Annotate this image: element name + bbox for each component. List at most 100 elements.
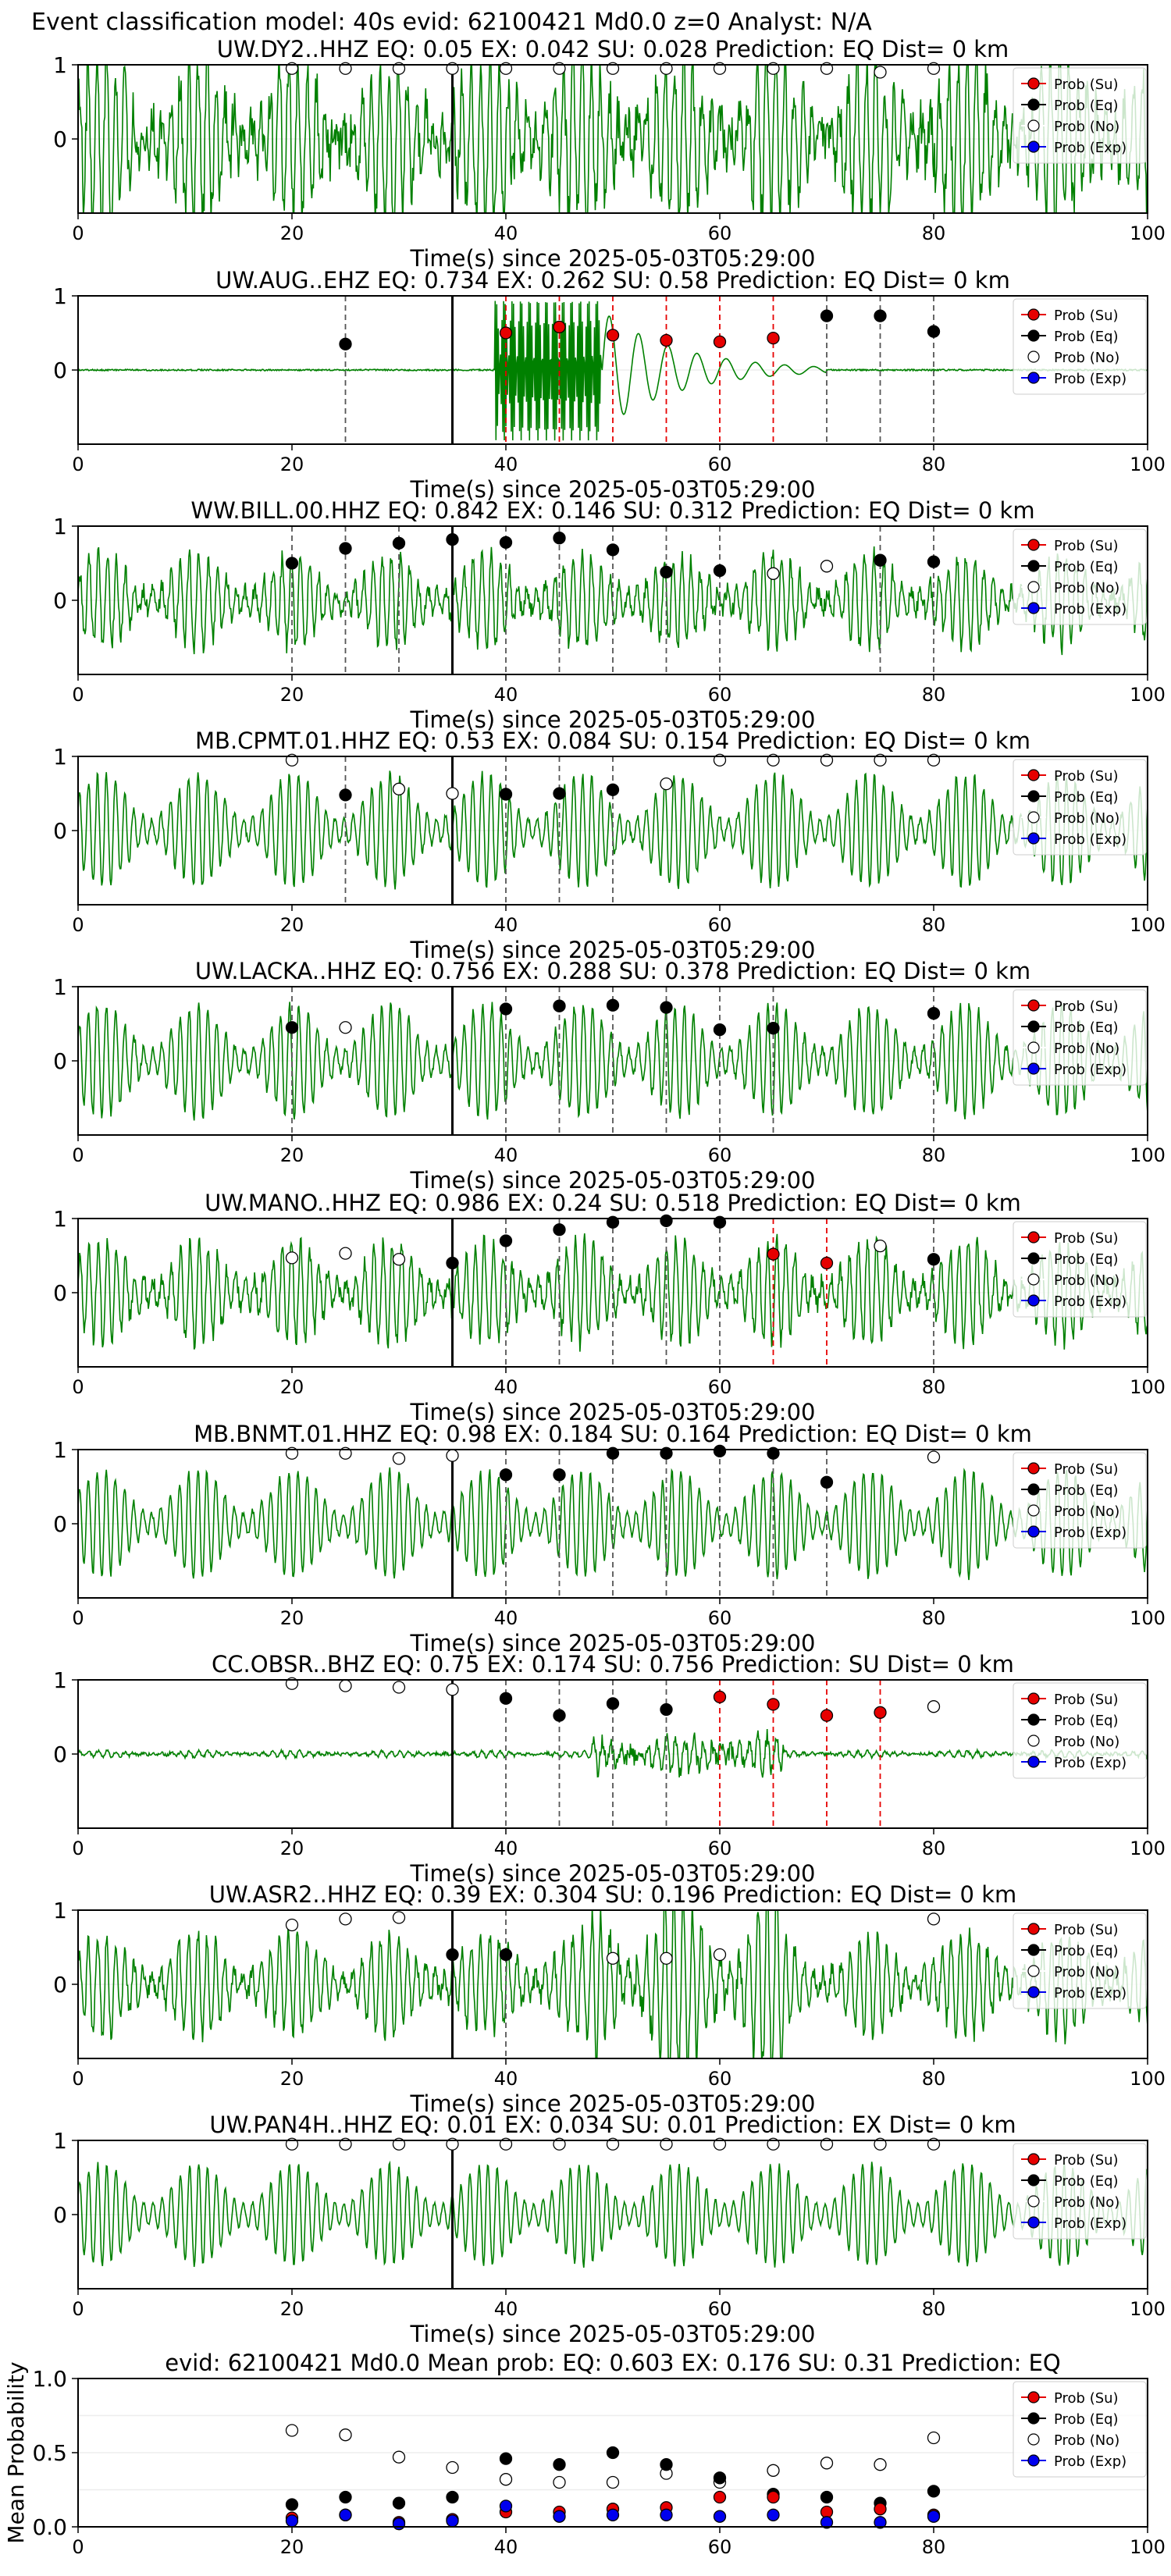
xtick-label: 100 [1130, 2536, 1166, 2558]
xtick-label: 60 [708, 1144, 732, 1166]
ytick-label: 0 [53, 2202, 67, 2228]
prob-point-eq [499, 788, 513, 801]
legend-marker-no [1027, 2195, 1040, 2208]
y-axis-label: Mean Probability [3, 2361, 29, 2543]
xtick-label: 60 [708, 2536, 732, 2558]
legend-label: Prob (Exp) [1054, 1985, 1127, 2001]
xtick-label: 20 [280, 1838, 304, 1859]
legend-box [1013, 759, 1147, 856]
ytick-label: 1 [53, 974, 67, 1000]
ytick-label: 0 [53, 126, 67, 152]
axes-frame [77, 756, 1148, 906]
legend: Prob (Su) Prob (Eq) Prob (No) Prob (Exp) [1013, 2381, 1147, 2478]
mean-point-eq [606, 2446, 620, 2460]
prob-point-su [660, 333, 673, 347]
xtick-label: 60 [708, 1376, 732, 1398]
legend-marker-eq [1027, 1944, 1040, 1956]
ytick-label: 1 [53, 52, 67, 78]
xtick-label: 20 [280, 2298, 304, 2320]
prob-point-no [927, 1912, 941, 1926]
mean-point-eq [660, 2458, 673, 2471]
prob-point-eq [927, 555, 941, 568]
legend-marker-exp [1027, 1756, 1040, 1768]
legend-marker-su [1027, 1692, 1040, 1705]
panel-title: MB.BNMT.01.HHZ EQ: 0.98 EX: 0.184 SU: 0.… [194, 1421, 1032, 1447]
legend-label: Prob (Eq) [1054, 1019, 1119, 1036]
legend: Prob (Su) Prob (Eq) Prob (No) Prob (Exp) [1013, 1912, 1147, 2009]
legend-marker-no [1027, 811, 1040, 824]
panel-1: UW.AUG..EHZ EQ: 0.734 EX: 0.262 SU: 0.58… [53, 267, 1166, 503]
waveform-trace [78, 546, 1148, 656]
mean-point-no [339, 2428, 352, 2442]
legend-label: Prob (Su) [1054, 1230, 1119, 1247]
mean-point-exp [713, 2510, 727, 2523]
legend-label: Prob (Su) [1054, 768, 1119, 785]
panel-0: UW.DY2..HHZ EQ: 0.05 EX: 0.042 SU: 0.028… [53, 36, 1166, 272]
legend-box [1013, 528, 1147, 625]
prob-point-su [553, 320, 566, 334]
ytick-label: 0 [53, 1048, 67, 1074]
panel-2: WW.BILL.00.HHZ EQ: 0.842 EX: 0.146 SU: 0… [53, 497, 1166, 733]
panel-5: UW.MANO..HHZ EQ: 0.986 EX: 0.24 SU: 0.51… [53, 1190, 1166, 1425]
legend-label: Prob (Eq) [1054, 329, 1119, 345]
x-axis-label: Time(s) since 2025-05-03T05:29:00 [410, 1167, 816, 1194]
legend-label: Prob (Su) [1054, 998, 1119, 1015]
mean-point-no [927, 2431, 941, 2445]
mean-point-su [767, 2490, 780, 2504]
prob-point-no [446, 787, 459, 800]
legend-label: Prob (Eq) [1054, 1482, 1119, 1499]
legend-marker-su [1027, 769, 1040, 781]
xtick-label: 100 [1130, 1376, 1166, 1398]
ytick-label: 0.5 [32, 2440, 67, 2466]
prob-point-no [874, 1240, 887, 1253]
panel-8: UW.ASR2..HHZ EQ: 0.39 EX: 0.304 SU: 0.19… [53, 1881, 1166, 2117]
legend-label: Prob (Eq) [1054, 2411, 1119, 2428]
legend-box [1013, 67, 1147, 164]
prob-point-no [446, 1449, 459, 1462]
mean-point-no [446, 2460, 459, 2475]
prob-point-eq [927, 1007, 941, 1020]
prob-point-eq [713, 1023, 727, 1037]
legend-label: Prob (Su) [1054, 2152, 1119, 2169]
legend-marker-su [1027, 2153, 1040, 2165]
legend: Prob (Su) Prob (Eq) Prob (No) Prob (Exp) [1013, 1221, 1147, 1318]
ytick-label: 1 [53, 283, 67, 309]
panel-title: UW.DY2..HHZ EQ: 0.05 EX: 0.042 SU: 0.028… [217, 36, 1009, 62]
legend-label: Prob (Exp) [1054, 140, 1127, 156]
ytick-label: 1.0 [32, 2366, 67, 2392]
mean-point-eq [499, 2452, 513, 2465]
prob-point-eq [339, 788, 352, 802]
prob-point-no [713, 1948, 727, 1962]
xtick-label: 100 [1130, 914, 1166, 936]
prob-point-eq [499, 1234, 513, 1247]
prob-point-no [392, 1911, 406, 1924]
xtick-label: 20 [280, 2068, 304, 2090]
legend-marker-no [1027, 119, 1040, 132]
ytick-label: 1 [53, 514, 67, 539]
panel-title: UW.LACKA..HHZ EQ: 0.756 EX: 0.288 SU: 0.… [195, 958, 1030, 984]
mean-point-exp [392, 2517, 406, 2531]
prob-point-eq [820, 1475, 834, 1489]
x-axis-label: Time(s) since 2025-05-03T05:29:00 [410, 476, 816, 503]
xtick-label: 60 [708, 454, 732, 475]
prob-point-eq [660, 1214, 673, 1227]
legend-marker-no [1027, 1965, 1040, 1977]
prob-point-su [713, 1690, 727, 1704]
mean-point-eq [285, 2498, 299, 2511]
prob-point-no [660, 1952, 673, 1965]
legend-marker-su [1027, 999, 1040, 1012]
mean-point-exp [660, 2508, 673, 2521]
prob-point-eq [713, 1444, 727, 1458]
prob-point-eq [553, 999, 566, 1012]
prob-point-eq [927, 1253, 941, 1266]
legend-label: Prob (Eq) [1054, 98, 1119, 114]
mean-point-eq [713, 2471, 727, 2485]
ytick-label: 0 [53, 818, 67, 844]
prob-point-eq [499, 1948, 513, 1962]
panel-title: UW.AUG..EHZ EQ: 0.734 EX: 0.262 SU: 0.58… [215, 267, 1010, 294]
panel-3: MB.CPMT.01.HHZ EQ: 0.53 EX: 0.084 SU: 0.… [53, 728, 1166, 963]
xtick-label: 60 [708, 684, 732, 706]
legend-label: Prob (Exp) [1054, 371, 1127, 387]
xtick-label: 40 [494, 1607, 518, 1629]
xtick-label: 40 [494, 1838, 518, 1859]
